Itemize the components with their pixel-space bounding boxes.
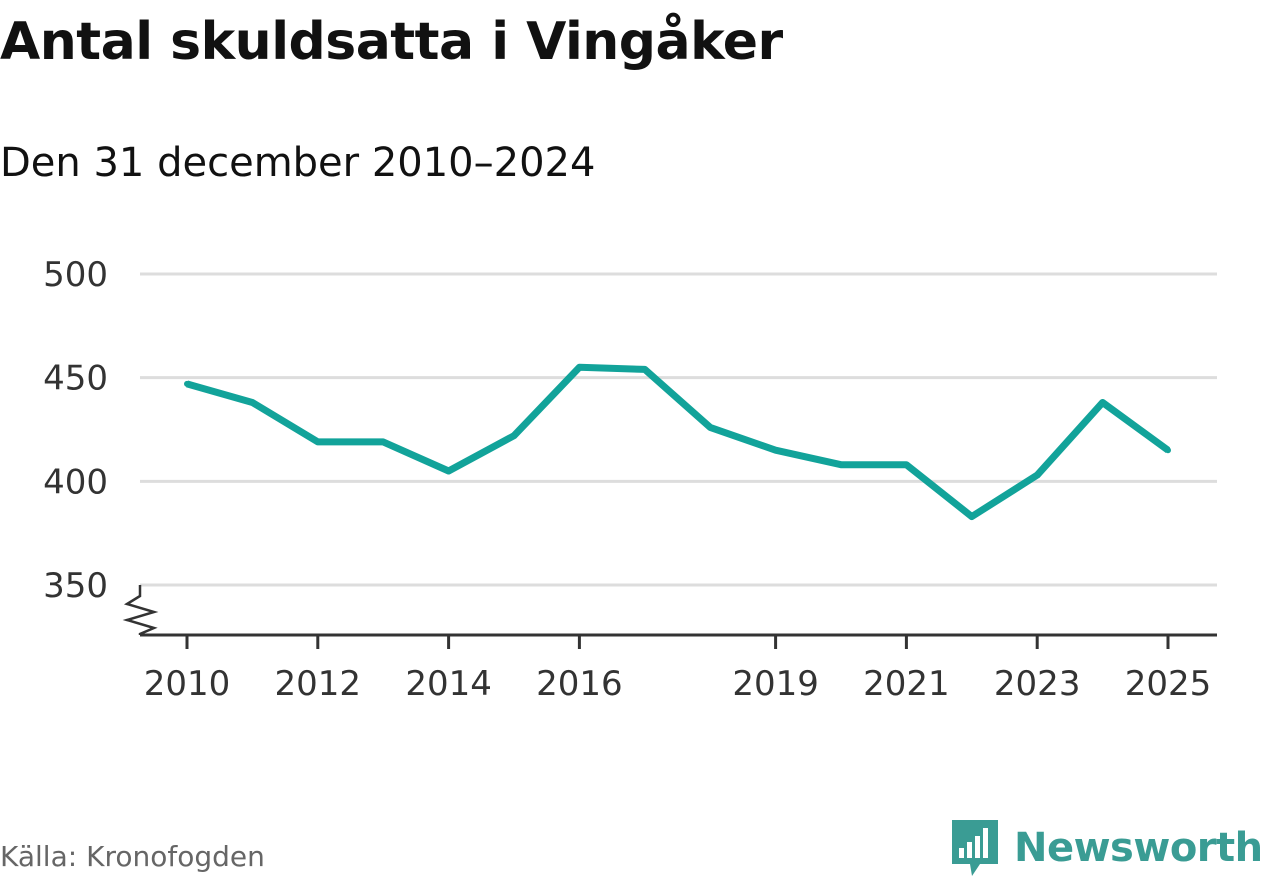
y-tick-label-450: 450 (43, 359, 108, 399)
y-tick-labels: 350 400 450 500 (43, 255, 108, 606)
series-line-0 (186, 363, 1171, 521)
data-point-2015 (511, 432, 517, 439)
series-layer (184, 363, 1171, 521)
data-point-2020 (838, 461, 844, 468)
y-tick-label-400: 400 (43, 462, 108, 502)
x-tick-label-2019: 2019 (732, 664, 819, 704)
grid-lines (140, 272, 1217, 587)
zigzag-break-icon (122, 585, 159, 636)
data-point-2021 (903, 461, 910, 468)
data-point-2023 (1034, 472, 1041, 479)
data-point-2017 (641, 366, 648, 373)
line-chart: 350 400 450 500 2010 2012 2014 2016 2019 2021 202… (43, 255, 1217, 704)
x-tick-label-2023: 2023 (994, 664, 1081, 704)
x-tick-label-2014: 2014 (405, 664, 492, 704)
data-point-2012 (314, 438, 321, 445)
data-point-2010 (184, 380, 190, 387)
data-point-2019 (772, 447, 779, 454)
x-tick-label-2025: 2025 (1125, 664, 1212, 704)
data-point-2024 (1099, 399, 1106, 406)
x-axis (122, 585, 1217, 649)
data-point-2011 (249, 399, 256, 406)
data-point-2025 (1165, 447, 1171, 454)
data-point-2016 (576, 364, 583, 371)
x-tick-label-2016: 2016 (536, 664, 623, 704)
data-point-2022 (968, 513, 975, 520)
x-tick-label-2010: 2010 (144, 664, 231, 704)
bar-chart-speech-bubble-icon (952, 820, 998, 876)
x-tick-label-2021: 2021 (863, 664, 950, 704)
y-tick-label-500: 500 (43, 255, 108, 295)
source-note: Källa: Kronofogden (0, 840, 265, 873)
data-point-2018 (707, 424, 714, 431)
data-point-2014 (445, 468, 452, 474)
x-tick-label-2012: 2012 (275, 664, 362, 704)
chart-title: Antal skuldsatta i Vingåker (0, 12, 783, 72)
brand-name: Newsworthy (1014, 825, 1262, 871)
data-point-2013 (380, 438, 387, 445)
x-tick-labels: 2010 2012 2014 2016 2019 2021 2023 2025 (144, 664, 1212, 704)
brand-logo[interactable]: Newsworthy (950, 818, 1262, 878)
y-tick-label-350: 350 (43, 566, 108, 606)
chart-subtitle: Den 31 december 2010–2024 (0, 140, 596, 186)
